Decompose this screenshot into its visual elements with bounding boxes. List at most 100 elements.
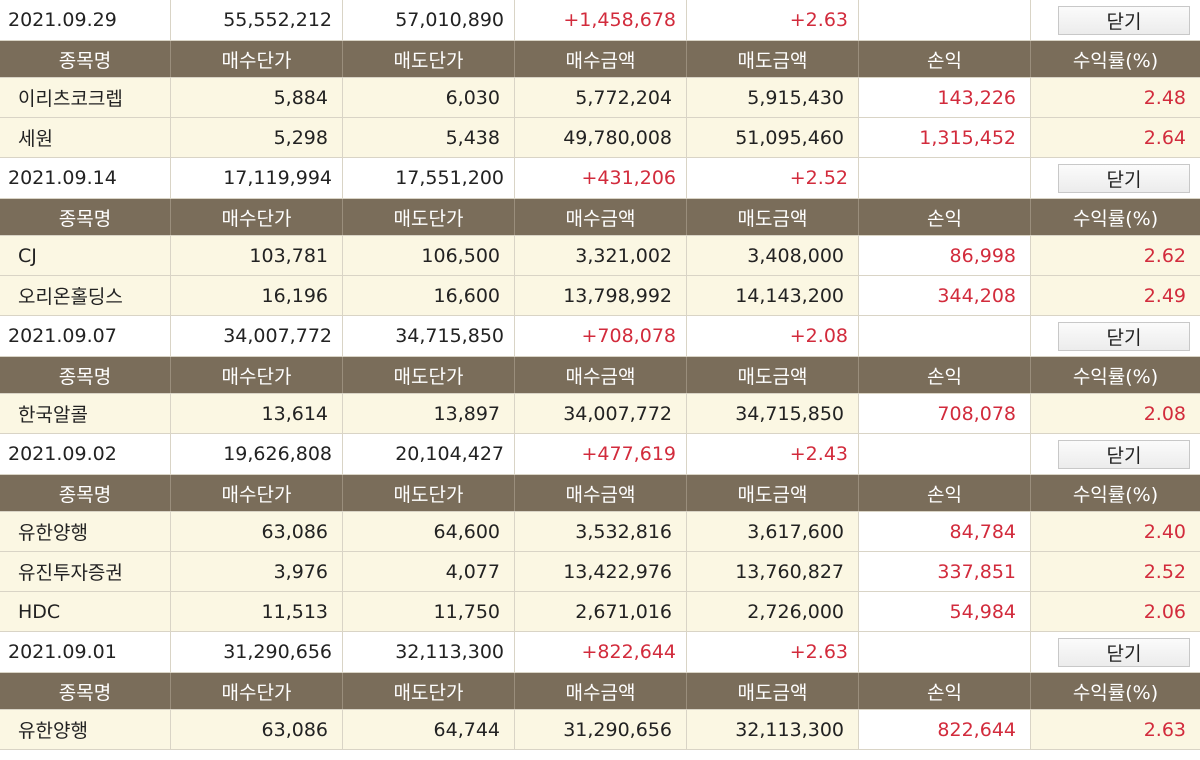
sell-price: 5,438 bbox=[343, 118, 515, 157]
summary-rate: +2.63 bbox=[687, 632, 859, 672]
header-sell-amount: 매도금액 bbox=[687, 673, 859, 709]
close-button[interactable]: 닫기 bbox=[1058, 5, 1190, 35]
header-sell-amount: 매도금액 bbox=[687, 199, 859, 235]
sell-price: 64,744 bbox=[343, 710, 515, 749]
summary-profit: +477,619 bbox=[515, 434, 687, 474]
buy-amount: 34,007,772 bbox=[515, 394, 687, 433]
header-buy-price: 매수단가 bbox=[171, 673, 343, 709]
buy-price: 103,781 bbox=[171, 236, 343, 275]
column-header-row: 종목명 매수단가 매도단가 매수금액 매도금액 손익 수익률(%) bbox=[0, 475, 1200, 512]
summary-empty-cell bbox=[859, 158, 1031, 198]
return-rate: 2.08 bbox=[1031, 394, 1200, 433]
profit: 86,998 bbox=[859, 236, 1031, 275]
header-return-rate: 수익률(%) bbox=[1072, 483, 1159, 506]
buy-amount: 13,422,976 bbox=[515, 552, 687, 591]
summary-row: 2021.09.02 19,626,808 20,104,427 +477,619 +2… bbox=[0, 434, 1200, 475]
return-rate: 2.63 bbox=[1031, 710, 1200, 749]
header-buy-amount: 매수금액 bbox=[515, 357, 687, 393]
table-row: 유한양행 63,086 64,744 31,290,656 32,113,300 822,… bbox=[0, 710, 1200, 750]
header-buy-price: 매수단가 bbox=[171, 357, 343, 393]
sell-amount: 5,915,430 bbox=[687, 78, 859, 117]
header-stock-name: 종목명 bbox=[0, 41, 171, 77]
summary-empty-cell bbox=[859, 316, 1031, 356]
trade-group: 2021.09.29 55,552,212 57,010,890 +1,458,678… bbox=[0, 0, 1200, 158]
buy-price: 5,298 bbox=[171, 118, 343, 157]
stock-name: 유한양행 bbox=[0, 512, 171, 551]
header-profit: 손익 bbox=[859, 199, 1031, 235]
sell-price: 6,030 bbox=[343, 78, 515, 117]
return-rate: 2.40 bbox=[1031, 512, 1200, 551]
header-sell-price: 매도단가 bbox=[343, 357, 515, 393]
summary-date: 2021.09.01 bbox=[0, 632, 171, 672]
close-button-cell: 닫기 bbox=[1031, 316, 1200, 356]
sell-price: 16,600 bbox=[343, 276, 515, 315]
summary-rate: +2.63 bbox=[687, 0, 859, 40]
summary-empty-cell bbox=[859, 0, 1031, 40]
summary-sell-total: 20,104,427 bbox=[343, 434, 515, 474]
return-rate: 2.64 bbox=[1031, 118, 1200, 157]
stock-name: 오리온홀딩스 bbox=[0, 276, 171, 315]
summary-buy-total: 17,119,994 bbox=[171, 158, 343, 198]
sell-amount: 3,408,000 bbox=[687, 236, 859, 275]
summary-sell-total: 17,551,200 bbox=[343, 158, 515, 198]
summary-sell-total: 57,010,890 bbox=[343, 0, 515, 40]
profit: 54,984 bbox=[859, 592, 1031, 631]
header-sell-amount: 매도금액 bbox=[687, 475, 859, 511]
close-button[interactable]: 닫기 bbox=[1058, 163, 1190, 193]
stock-name: HDC bbox=[0, 592, 171, 631]
close-button[interactable]: 닫기 bbox=[1058, 637, 1190, 667]
buy-price: 5,884 bbox=[171, 78, 343, 117]
summary-buy-total: 55,552,212 bbox=[171, 0, 343, 40]
header-stock-name: 종목명 bbox=[0, 357, 171, 393]
header-sell-amount: 매도금액 bbox=[687, 357, 859, 393]
header-buy-amount: 매수금액 bbox=[515, 41, 687, 77]
return-rate: 2.62 bbox=[1031, 236, 1200, 275]
profit: 84,784 bbox=[859, 512, 1031, 551]
column-header-row: 종목명 매수단가 매도단가 매수금액 매도금액 손익 수익률(%) bbox=[0, 357, 1200, 394]
profit: 1,315,452 bbox=[859, 118, 1031, 157]
buy-price: 11,513 bbox=[171, 592, 343, 631]
summary-sell-total: 32,113,300 bbox=[343, 632, 515, 672]
summary-sell-total: 34,715,850 bbox=[343, 316, 515, 356]
header-stock-name: 종목명 bbox=[0, 199, 171, 235]
buy-amount: 31,290,656 bbox=[515, 710, 687, 749]
return-rate: 2.06 bbox=[1031, 592, 1200, 631]
header-buy-amount: 매수금액 bbox=[515, 199, 687, 235]
buy-amount: 2,671,016 bbox=[515, 592, 687, 631]
stock-name: 유한양행 bbox=[0, 710, 171, 749]
table-row: 유진투자증권 3,976 4,077 13,422,976 13,760,827 337,… bbox=[0, 552, 1200, 592]
summary-empty-cell bbox=[859, 632, 1031, 672]
sell-amount: 32,113,300 bbox=[687, 710, 859, 749]
header-stock-name: 종목명 bbox=[0, 475, 171, 511]
summary-profit: +431,206 bbox=[515, 158, 687, 198]
summary-row: 2021.09.07 34,007,772 34,715,850 +708,078 +2… bbox=[0, 316, 1200, 357]
return-rate: 2.49 bbox=[1031, 276, 1200, 315]
stock-name: 이리츠코크렙 bbox=[0, 78, 171, 117]
header-sell-amount: 매도금액 bbox=[687, 41, 859, 77]
sell-amount: 13,760,827 bbox=[687, 552, 859, 591]
summary-profit: +822,644 bbox=[515, 632, 687, 672]
close-button[interactable]: 닫기 bbox=[1058, 321, 1190, 351]
profit: 344,208 bbox=[859, 276, 1031, 315]
profit: 708,078 bbox=[859, 394, 1031, 433]
sell-amount: 34,715,850 bbox=[687, 394, 859, 433]
header-sell-price: 매도단가 bbox=[343, 475, 515, 511]
header-buy-amount: 매수금액 bbox=[515, 475, 687, 511]
summary-buy-total: 34,007,772 bbox=[171, 316, 343, 356]
summary-row: 2021.09.29 55,552,212 57,010,890 +1,458,678… bbox=[0, 0, 1200, 41]
header-return-rate: 수익률(%) bbox=[1072, 681, 1159, 704]
summary-rate: +2.52 bbox=[687, 158, 859, 198]
column-header-row: 종목명 매수단가 매도단가 매수금액 매도금액 손익 수익률(%) bbox=[0, 41, 1200, 78]
buy-price: 16,196 bbox=[171, 276, 343, 315]
summary-row: 2021.09.14 17,119,994 17,551,200 +431,206 +2… bbox=[0, 158, 1200, 199]
header-buy-price: 매수단가 bbox=[171, 475, 343, 511]
close-button-cell: 닫기 bbox=[1031, 158, 1200, 198]
table-row: 유한양행 63,086 64,600 3,532,816 3,617,600 84,784… bbox=[0, 512, 1200, 552]
header-stock-name: 종목명 bbox=[0, 673, 171, 709]
close-button-cell: 닫기 bbox=[1031, 632, 1200, 672]
header-return-rate: 수익률(%) bbox=[1072, 365, 1159, 388]
buy-price: 63,086 bbox=[171, 512, 343, 551]
close-button[interactable]: 닫기 bbox=[1058, 439, 1190, 469]
close-button-cell: 닫기 bbox=[1031, 0, 1200, 40]
